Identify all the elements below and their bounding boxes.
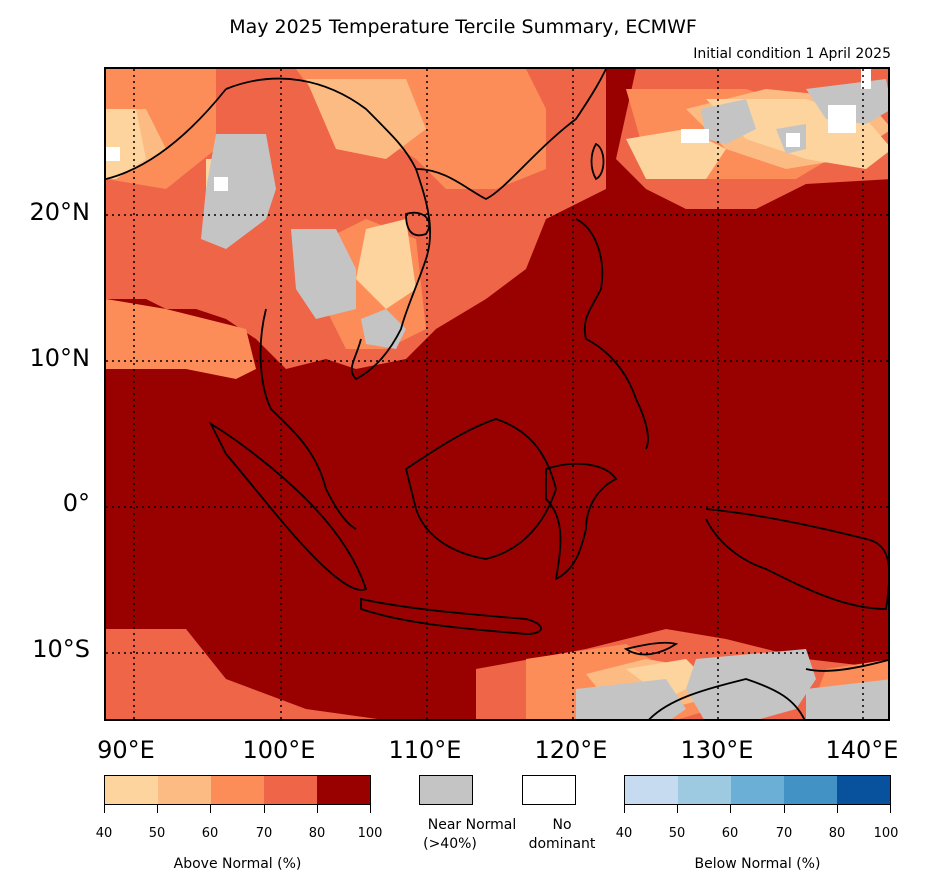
below-tick-40: 40 bbox=[615, 826, 633, 841]
near-normal-label-1: Near Normal bbox=[427, 817, 517, 833]
lat-label-20n: 20°N bbox=[29, 198, 91, 226]
lat-label-0: 0° bbox=[62, 489, 90, 517]
lon-label-120e: 120°E bbox=[534, 736, 608, 764]
map-canvas bbox=[106, 69, 888, 719]
below-tick-80: 80 bbox=[828, 826, 846, 841]
below-normal-swatch-50-60 bbox=[678, 776, 731, 804]
lat-label-10s: 10°S bbox=[32, 635, 90, 663]
map-panel bbox=[104, 67, 890, 721]
above-normal-swatch-80-100 bbox=[317, 776, 370, 804]
below-normal-colorbar bbox=[624, 775, 891, 805]
above-tick-50: 50 bbox=[148, 826, 166, 841]
near-normal-label-2: (>40%) bbox=[423, 836, 477, 852]
below-normal-swatch-40-50 bbox=[625, 776, 678, 804]
below-normal-title: Below Normal (%) bbox=[694, 856, 821, 872]
graticule bbox=[106, 69, 888, 719]
lon-label-100e: 100°E bbox=[242, 736, 316, 764]
above-tick-60: 60 bbox=[201, 826, 219, 841]
no-dominant-region bbox=[106, 69, 871, 191]
above-normal-swatch-60-70 bbox=[211, 776, 264, 804]
above-tick-40: 40 bbox=[95, 826, 113, 841]
below-normal-swatch-70-80 bbox=[784, 776, 837, 804]
lon-label-110e: 110°E bbox=[388, 736, 462, 764]
no-dominant-label-1: No bbox=[552, 817, 572, 833]
near-normal-swatch bbox=[419, 775, 473, 805]
lat-label-10n: 10°N bbox=[29, 344, 91, 372]
no-dominant-label-2: dominant bbox=[528, 836, 596, 852]
above-normal-title: Above Normal (%) bbox=[173, 856, 302, 872]
map-subtitle: Initial condition 1 April 2025 bbox=[693, 46, 891, 62]
above-tick-70: 70 bbox=[255, 826, 273, 841]
above-tick-80: 80 bbox=[308, 826, 326, 841]
below-normal-swatch-60-70 bbox=[731, 776, 784, 804]
above-normal-swatch-50-60 bbox=[158, 776, 211, 804]
above-normal-colorbar bbox=[104, 775, 371, 805]
map-title: May 2025 Temperature Tercile Summary, EC… bbox=[229, 16, 697, 38]
lon-label-140e: 140°E bbox=[825, 736, 899, 764]
lon-label-130e: 130°E bbox=[680, 736, 754, 764]
below-tick-70: 70 bbox=[775, 826, 793, 841]
above-normal-swatch-70-80 bbox=[264, 776, 317, 804]
below-tick-60: 60 bbox=[721, 826, 739, 841]
below-normal-swatch-80-100 bbox=[837, 776, 890, 804]
lon-label-90e: 90°E bbox=[97, 736, 155, 764]
above-tick-100: 100 bbox=[357, 826, 383, 841]
below-tick-100: 100 bbox=[873, 826, 899, 841]
no-dominant-swatch bbox=[522, 775, 576, 805]
coastlines bbox=[106, 69, 888, 719]
above-normal-swatch-40-50 bbox=[105, 776, 158, 804]
below-tick-50: 50 bbox=[668, 826, 686, 841]
